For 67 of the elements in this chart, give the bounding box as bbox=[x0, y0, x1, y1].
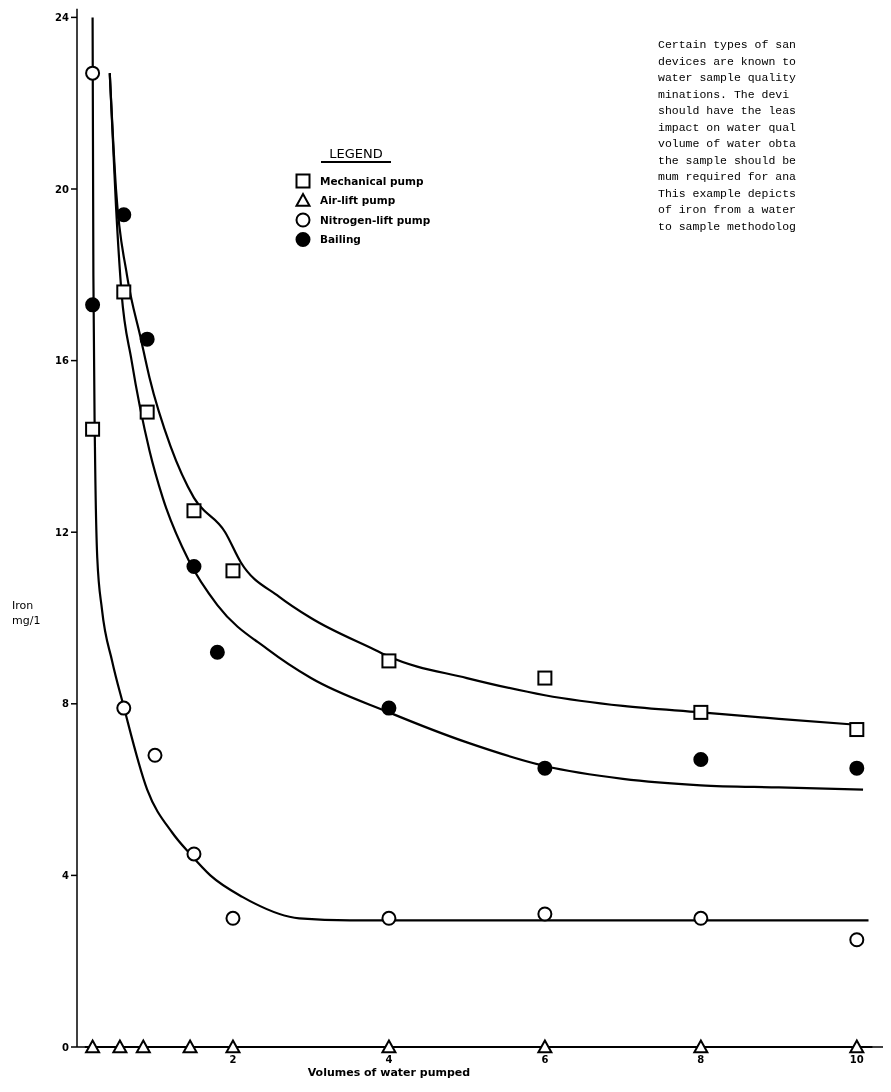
point bbox=[139, 331, 155, 347]
x-tick-label: 8 bbox=[697, 1054, 705, 1065]
point bbox=[693, 910, 709, 926]
x-tick-label: 6 bbox=[541, 1054, 549, 1065]
annotation: This example depicts bbox=[658, 186, 797, 200]
point bbox=[381, 653, 397, 669]
point bbox=[85, 1039, 101, 1054]
annotation: should have the leas bbox=[658, 104, 797, 117]
point bbox=[381, 1039, 397, 1054]
point bbox=[135, 1039, 151, 1054]
annotation: volume of water obta bbox=[658, 137, 797, 150]
point bbox=[186, 559, 202, 575]
point bbox=[381, 700, 397, 716]
point bbox=[537, 1039, 553, 1054]
point bbox=[112, 1039, 128, 1054]
annotation: to sample methodolog bbox=[658, 219, 797, 233]
x-tick-label: 10 bbox=[849, 1054, 864, 1065]
x-tick-label: 4 bbox=[385, 1054, 393, 1065]
x-axis-title: Volumes of water pumped bbox=[307, 1066, 471, 1079]
y-tick-label: 0 bbox=[62, 1041, 70, 1053]
annotation: mum required for ana bbox=[658, 170, 797, 183]
point bbox=[186, 503, 202, 519]
legend-title: LEGEND bbox=[329, 146, 383, 161]
legend-label: Mechanical pump bbox=[320, 174, 424, 187]
y-tick-label: 20 bbox=[55, 183, 70, 195]
point bbox=[116, 207, 132, 223]
point bbox=[116, 284, 132, 300]
point bbox=[209, 644, 225, 660]
y-tick-label: 12 bbox=[55, 526, 70, 538]
legend-label: Bailing bbox=[320, 233, 361, 246]
legend-label: Nitrogen-lift pump bbox=[320, 213, 431, 226]
point bbox=[85, 421, 101, 437]
point bbox=[537, 670, 553, 686]
legend-label: Air-lift pump bbox=[320, 194, 396, 207]
y-tick-label: 4 bbox=[62, 869, 70, 881]
point bbox=[381, 910, 397, 926]
point bbox=[182, 1039, 198, 1054]
point bbox=[225, 1039, 241, 1054]
point bbox=[537, 906, 553, 922]
point bbox=[849, 722, 865, 738]
point bbox=[849, 932, 865, 948]
x-tick-label: 2 bbox=[229, 1054, 237, 1065]
point bbox=[693, 752, 709, 768]
annotation: the sample should be bbox=[658, 153, 797, 167]
annotation: devices are known to bbox=[658, 54, 797, 68]
point bbox=[693, 1039, 709, 1054]
annotation: Certain types of san bbox=[658, 38, 797, 51]
point bbox=[537, 760, 553, 776]
point bbox=[147, 747, 163, 763]
annotation: impact on water qual bbox=[658, 120, 797, 134]
y-tick-label: 8 bbox=[62, 698, 70, 710]
point bbox=[849, 1039, 865, 1054]
point bbox=[186, 846, 202, 862]
point bbox=[85, 65, 101, 81]
point bbox=[225, 563, 241, 579]
point bbox=[693, 704, 709, 720]
annotation: water sample quality bbox=[658, 71, 797, 84]
point bbox=[849, 760, 865, 776]
y-tick-label: 16 bbox=[55, 355, 70, 367]
point bbox=[225, 910, 241, 926]
y-tick-label: 24 bbox=[55, 11, 70, 23]
annotation: of iron from a water bbox=[658, 203, 797, 216]
y-axis-title: Iron mg/1 bbox=[12, 599, 41, 627]
point bbox=[116, 700, 132, 716]
point bbox=[139, 404, 155, 420]
point bbox=[85, 297, 101, 313]
annotation: minations. The devi bbox=[658, 87, 790, 101]
